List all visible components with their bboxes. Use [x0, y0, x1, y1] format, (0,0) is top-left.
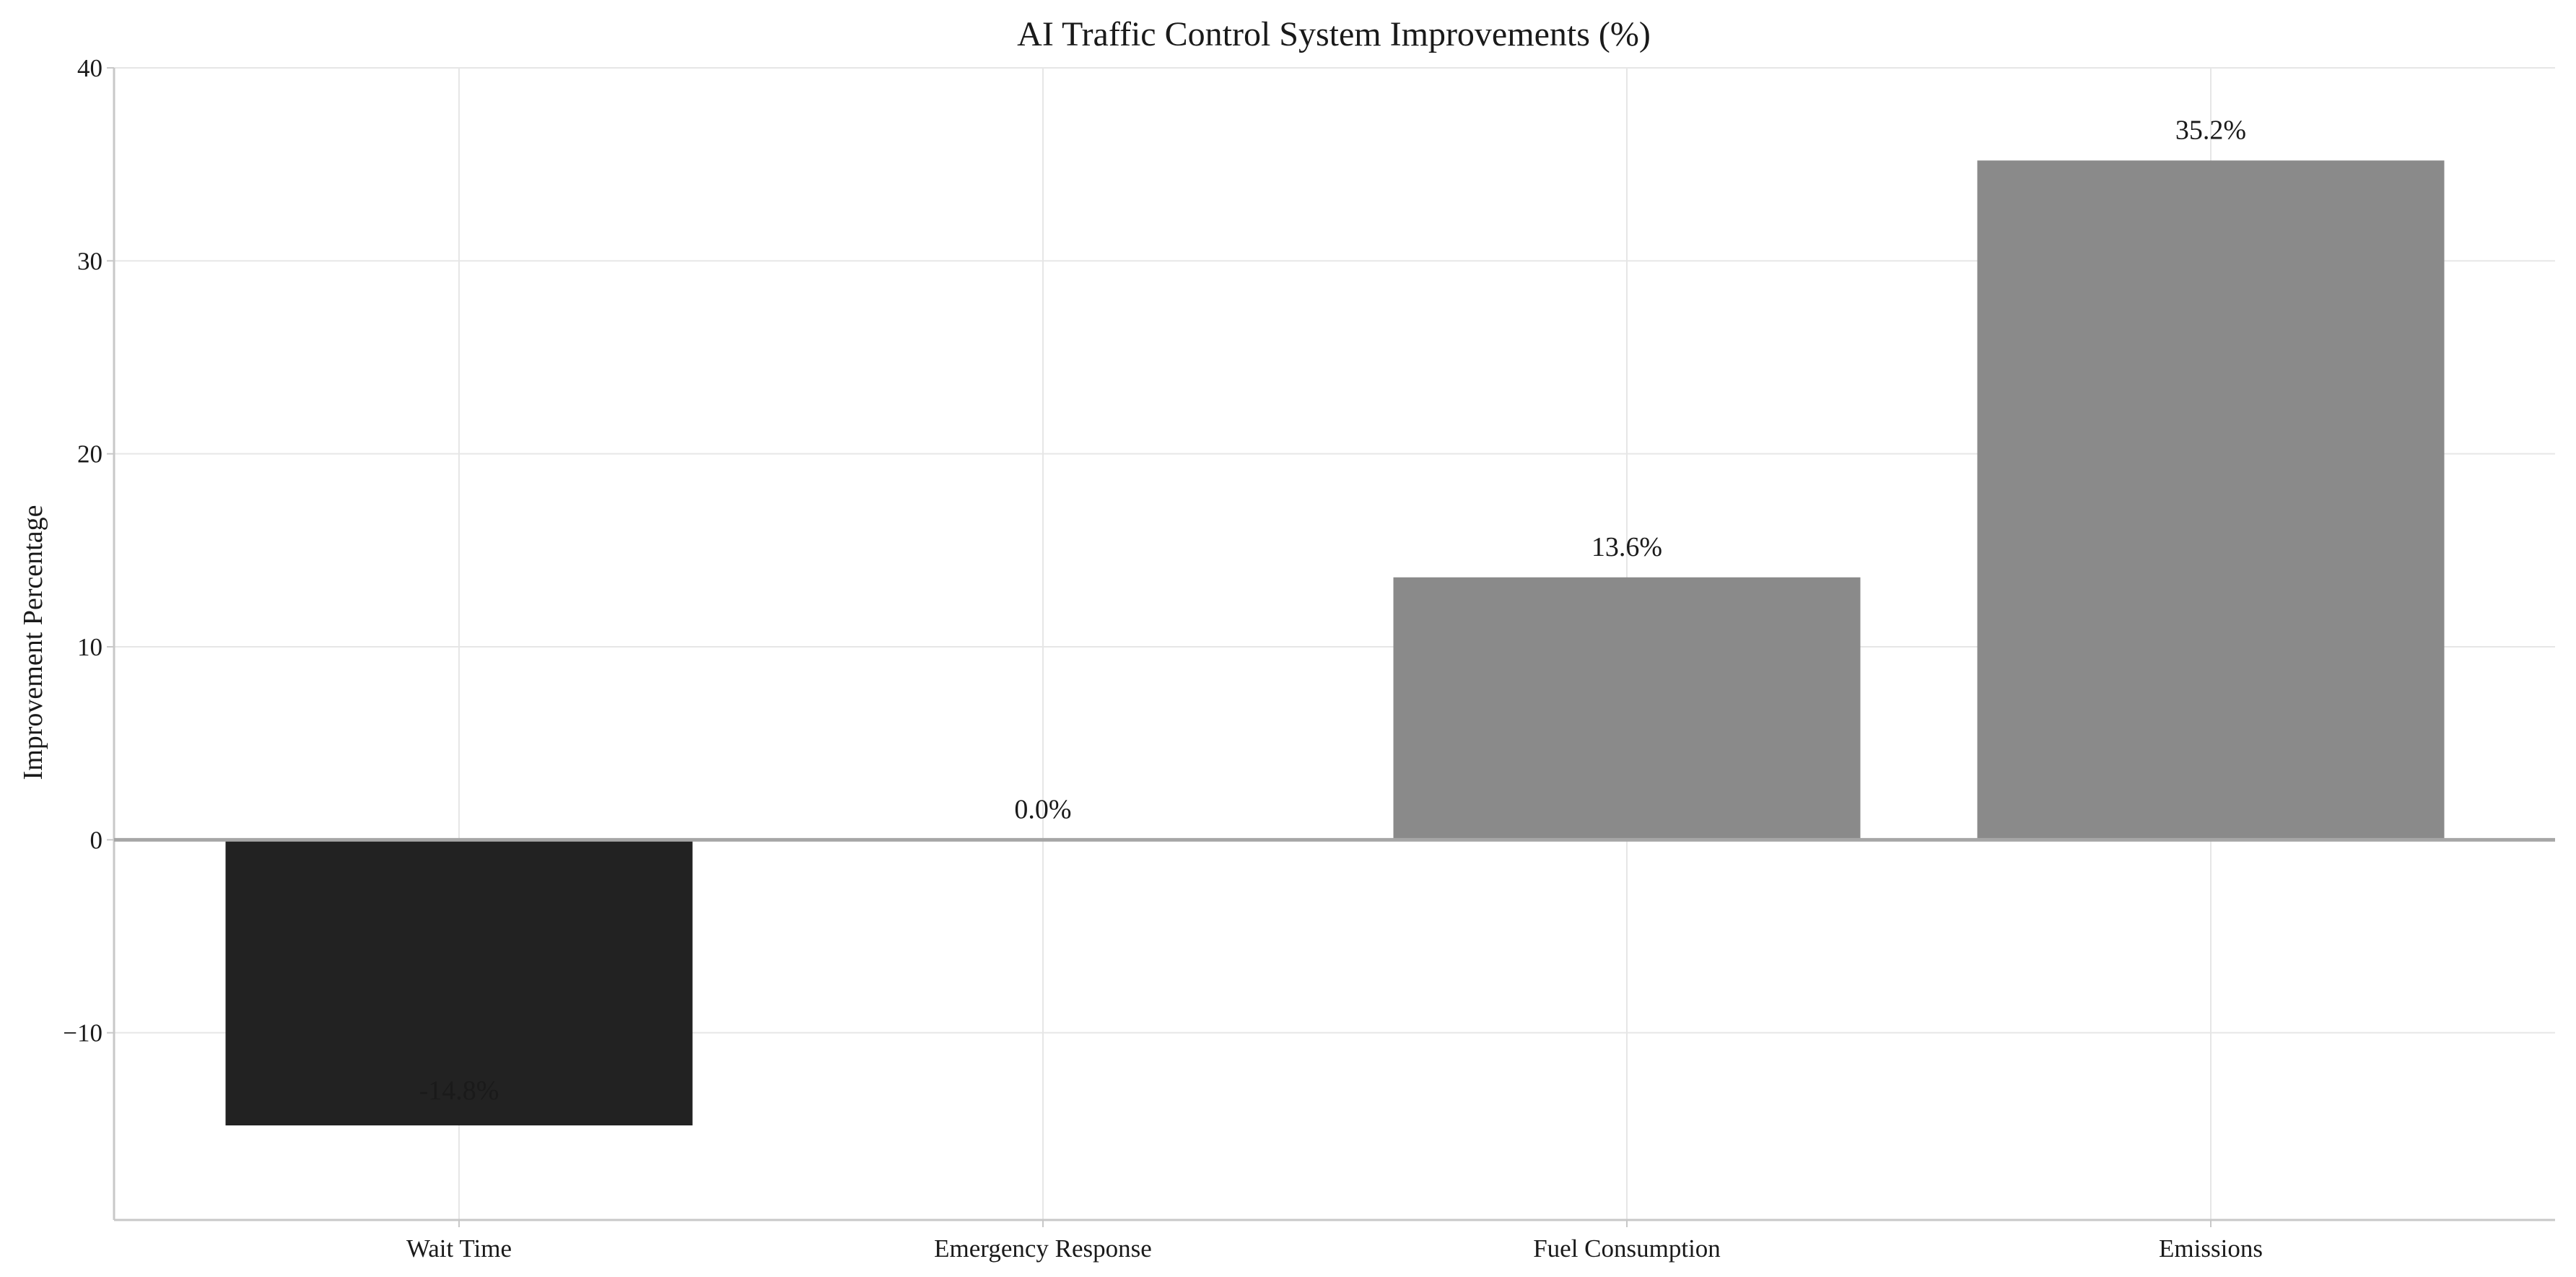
y-axis-label: Improvement Percentage — [18, 505, 48, 780]
x-tick-label: Emergency Response — [934, 1234, 1152, 1263]
data-label: 35.2% — [2175, 115, 2246, 145]
bar-emissions — [1977, 160, 2445, 840]
y-tick-label: 40 — [77, 54, 102, 82]
y-tick-label: 30 — [77, 247, 102, 275]
tick-labels: −10 0 10 20 30 40 Wait Time Emergency Response F… — [63, 54, 2263, 1263]
bars — [225, 160, 2445, 1126]
x-tick-label: Emissions — [2159, 1234, 2263, 1263]
x-tick-label: Fuel Consumption — [1533, 1234, 1721, 1263]
data-label: 13.6% — [1592, 532, 1662, 562]
bar-fuel-consumption — [1393, 577, 1861, 840]
y-tick-label: 20 — [77, 440, 102, 468]
axes — [107, 67, 2555, 1227]
bar-wait-time — [225, 840, 693, 1126]
data-label: -14.8% — [419, 1076, 499, 1106]
chart-title: AI Traffic Control System Improvements (… — [1017, 15, 1651, 53]
data-labels: -14.8% 0.0% 13.6% 35.2% — [419, 115, 2246, 1106]
data-label: 0.0% — [1014, 794, 1071, 824]
y-tick-label: 0 — [90, 826, 103, 854]
y-tick-label: 10 — [77, 633, 102, 661]
x-tick-label: Wait Time — [406, 1234, 512, 1263]
y-tick-label: −10 — [63, 1019, 102, 1047]
